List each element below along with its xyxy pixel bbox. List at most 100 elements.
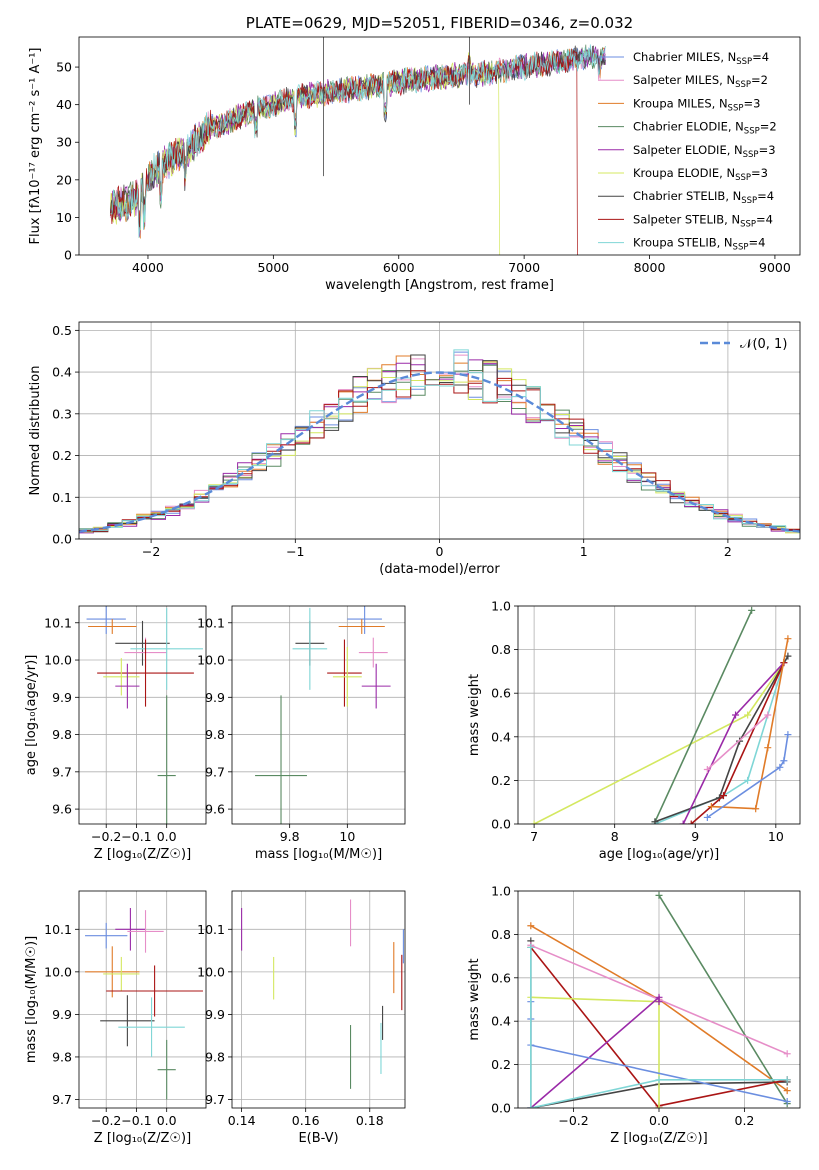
spectrum-line [109, 46, 606, 240]
x-tick-label: 9 [691, 829, 699, 844]
y-tick-label: 10.0 [197, 653, 225, 668]
y-tick-label: 10.0 [44, 653, 72, 668]
errorbar-point [292, 607, 328, 690]
x-axis-label: (data-model)/error [379, 562, 500, 577]
legend-tail: =4 [752, 50, 769, 64]
errorbar-point [127, 910, 164, 953]
weight-marker [703, 766, 711, 773]
x-tick-label: 5000 [257, 260, 289, 275]
spectrum-line [109, 46, 606, 237]
weight-marker [655, 891, 663, 899]
y-tick-label: 0.6 [491, 970, 511, 985]
legend-sub: SSP [736, 57, 752, 67]
y-tick-label: 0.8 [491, 642, 511, 657]
x-tick-label: 7 [530, 829, 538, 844]
y-tick-label: 0.2 [491, 773, 511, 788]
weight-marker [783, 1050, 791, 1058]
weight-marker [687, 820, 695, 824]
x-tick-label: 10 [768, 829, 784, 844]
errorbar-point [115, 908, 146, 951]
legend-tail: =2 [751, 73, 768, 87]
plot-area [79, 349, 800, 534]
weight-marker [527, 943, 535, 951]
y-tick-label: 0.5 [52, 323, 72, 338]
errorbar-point [361, 663, 391, 709]
x-tick-label: 8000 [634, 260, 666, 275]
errorbar-point [103, 658, 140, 696]
y-tick-label: 9.9 [205, 690, 225, 705]
y-tick-label: 0.4 [491, 729, 511, 744]
panel-massweight-vs-z: −0.2 0.0 0.2 0.0 0.2 0.4 0.6 0.8 1.0 Z [log₁₀(Z/Z… [467, 884, 801, 1146]
errorbar-point [157, 1039, 176, 1100]
errorbar-point [157, 695, 176, 824]
y-tick-label: 10.0 [44, 964, 72, 979]
weight-marker [655, 1104, 663, 1108]
axes-frame [517, 890, 801, 1109]
y-tick-label: 9.8 [52, 727, 72, 742]
legend-sub: SSP [744, 127, 760, 137]
weight-marker [703, 813, 711, 821]
weight-line [711, 638, 789, 810]
x-tick-label: −0.2 [91, 829, 121, 844]
y-tick-label: 0.2 [52, 448, 72, 463]
errorbar-point [85, 946, 140, 998]
axes-frame [78, 605, 207, 825]
weight-marker [732, 711, 740, 719]
y-axis-label: age [log₁₀(age/yr)] [24, 655, 39, 776]
legend-label: Chabrier ELODIE, N [633, 120, 744, 134]
legend-label: Kroupa STELIB, N [633, 236, 733, 250]
panel-age-vs-mass: 9.8 10 9.6 9.7 9.8 9.9 10.0 10.1 mass [log₁₀(M/M… [197, 605, 406, 862]
legend-tail: =3 [751, 166, 768, 180]
x-tick-label: −0.1 [121, 1113, 151, 1128]
legend-tail: =4 [748, 236, 765, 250]
x-tick-label: 2 [724, 544, 732, 559]
spectrum-line [110, 44, 606, 238]
y-tick-label: 20 [56, 172, 72, 187]
weight-marker [783, 1076, 791, 1084]
histogram-series [79, 349, 800, 532]
x-axis-label: E(B-V) [298, 1131, 338, 1146]
legend-entry: Salpeter MILES, NSSP=2 [633, 73, 768, 90]
y-axis-label: Normed distribution [28, 366, 43, 496]
weight-marker [707, 803, 715, 811]
weight-line [530, 995, 660, 1108]
weight-marker [655, 998, 663, 1006]
y-tick-label: 9.8 [205, 1049, 225, 1064]
weight-marker [719, 792, 727, 800]
y-tick-label: 9.7 [205, 764, 225, 779]
weight-marker [752, 805, 760, 813]
x-tick-label: −0.2 [91, 1113, 121, 1128]
y-tick-label: 0.6 [491, 686, 511, 701]
x-tick-label: 0.0 [157, 829, 177, 844]
legend-entry: Salpeter ELODIE, NSSP=3 [633, 143, 776, 160]
weight-marker [776, 763, 784, 771]
legend-label: Salpeter MILES, N [633, 73, 735, 87]
errorbar-point [347, 606, 382, 634]
axes-frame [231, 605, 406, 825]
plot-area [109, 37, 606, 255]
y-tick-label: 0.0 [52, 532, 72, 547]
axes-frame [78, 890, 207, 1109]
weight-marker [651, 818, 659, 824]
y-axis-label: mass weight [467, 958, 482, 1040]
x-tick-label: 6000 [383, 260, 415, 275]
errorbar-point [118, 997, 185, 1057]
errorbar-point [85, 922, 128, 949]
plot-area [85, 908, 203, 1100]
y-tick-label: 9.8 [52, 1049, 72, 1064]
errorbar-point [338, 619, 385, 634]
panel-mass-vs-z: −0.2 −0.1 0.0 9.7 9.8 9.9 10.0 10.1 Z [log₁₀(Z/Z… [24, 890, 207, 1146]
y-tick-label: 0.2 [491, 1057, 511, 1072]
x-tick-label: 0.0 [157, 1113, 177, 1128]
errorbar-point [106, 965, 203, 1017]
y-tick-label: 40 [56, 97, 72, 112]
weight-marker [744, 711, 752, 719]
panel-residuals: −2 −1 0 1 2 0.0 0.1 0.2 0.3 0.4 0.5 (data-model)/er… [28, 321, 801, 577]
x-tick-label: 0.14 [228, 1113, 256, 1128]
x-tick-label: 8 [611, 829, 619, 844]
panel-massweight-vs-age: 7 8 9 10 0.0 0.2 0.4 0.6 0.8 1.0 age [log₁₀(age/yr… [467, 599, 801, 862]
legend: 𝒩(0, 1) [700, 337, 787, 352]
grid [232, 606, 405, 824]
